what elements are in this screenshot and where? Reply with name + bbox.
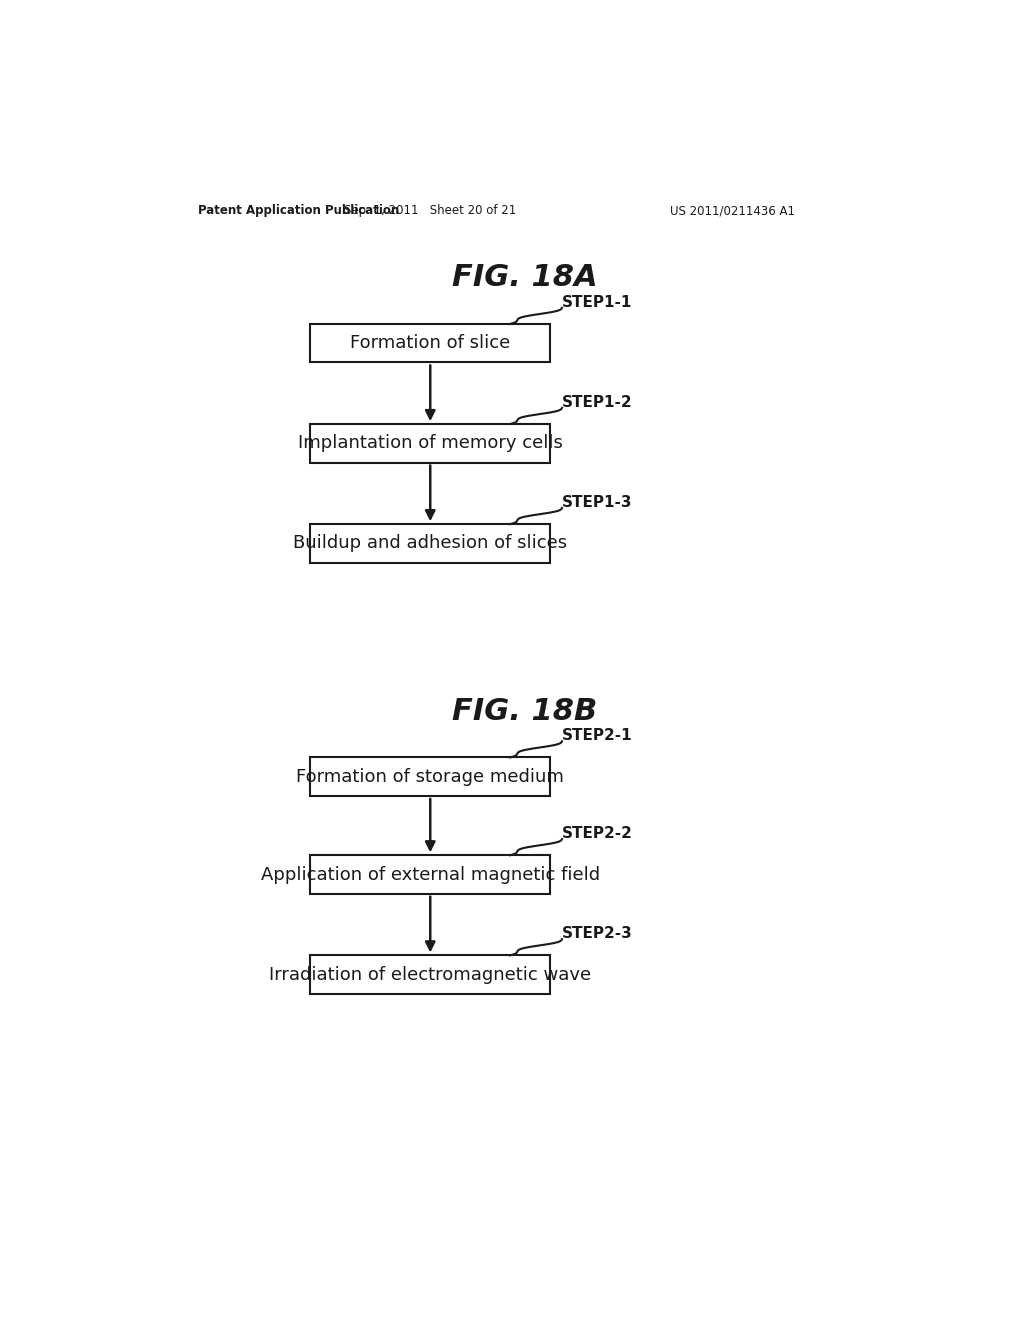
FancyBboxPatch shape [310, 524, 550, 562]
Text: US 2011/0211436 A1: US 2011/0211436 A1 [671, 205, 796, 218]
Text: Implantation of memory cells: Implantation of memory cells [298, 434, 562, 453]
Text: STEP2-2: STEP2-2 [562, 826, 633, 841]
Text: Patent Application Publication: Patent Application Publication [198, 205, 399, 218]
Text: Formation of slice: Formation of slice [350, 334, 510, 352]
Text: Application of external magnetic field: Application of external magnetic field [261, 866, 600, 883]
FancyBboxPatch shape [310, 855, 550, 894]
Text: STEP1-2: STEP1-2 [562, 395, 633, 411]
FancyBboxPatch shape [310, 956, 550, 994]
FancyBboxPatch shape [310, 323, 550, 363]
Text: STEP2-3: STEP2-3 [562, 927, 633, 941]
Text: FIG. 18B: FIG. 18B [453, 697, 597, 726]
Text: STEP1-3: STEP1-3 [562, 495, 633, 510]
Text: Buildup and adhesion of slices: Buildup and adhesion of slices [293, 535, 567, 552]
Text: STEP1-1: STEP1-1 [562, 294, 633, 310]
Text: Sep. 1, 2011   Sheet 20 of 21: Sep. 1, 2011 Sheet 20 of 21 [344, 205, 516, 218]
Text: Irradiation of electromagnetic wave: Irradiation of electromagnetic wave [269, 966, 591, 983]
FancyBboxPatch shape [310, 424, 550, 462]
Text: FIG. 18A: FIG. 18A [452, 263, 598, 292]
FancyBboxPatch shape [310, 758, 550, 796]
Text: STEP2-1: STEP2-1 [562, 729, 633, 743]
Text: Formation of storage medium: Formation of storage medium [296, 768, 564, 785]
